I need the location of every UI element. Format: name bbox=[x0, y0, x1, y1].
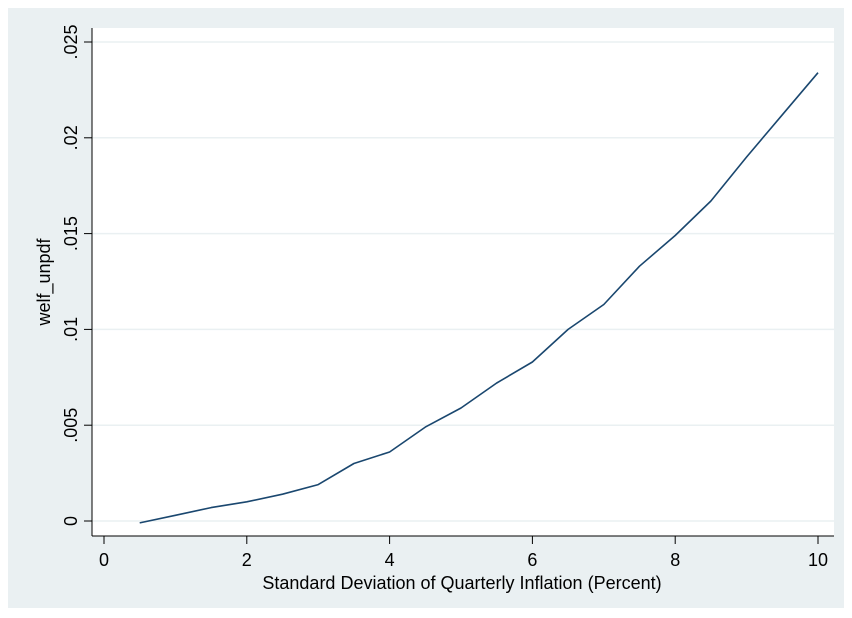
grid bbox=[92, 41, 834, 522]
x-ticks: 0 2 4 6 8 10 bbox=[99, 536, 828, 570]
y-tick-label: .005 bbox=[61, 408, 81, 443]
y-ticks: 0 .005 .01 .015 .02 .025 bbox=[61, 24, 92, 526]
axes bbox=[91, 28, 834, 537]
y-tick-label: .015 bbox=[61, 216, 81, 251]
series bbox=[139, 72, 819, 524]
plot-area bbox=[92, 28, 834, 536]
x-tick-label: 10 bbox=[808, 550, 828, 570]
x-tick-label: 0 bbox=[99, 550, 109, 570]
x-axis-title: Standard Deviation of Quarterly Inflatio… bbox=[262, 573, 661, 593]
y-tick-label: 0 bbox=[61, 516, 81, 526]
x-tick-label: 4 bbox=[385, 550, 395, 570]
x-tick-label: 8 bbox=[670, 550, 680, 570]
y-tick-label: .01 bbox=[61, 317, 81, 342]
series-line bbox=[139, 72, 819, 524]
x-tick-label: 6 bbox=[527, 550, 537, 570]
y-tick-label: .02 bbox=[61, 125, 81, 150]
y-tick-label: .025 bbox=[61, 24, 81, 59]
x-tick-label: 2 bbox=[242, 550, 252, 570]
y-axis-title: welf_unpdf bbox=[34, 237, 55, 326]
